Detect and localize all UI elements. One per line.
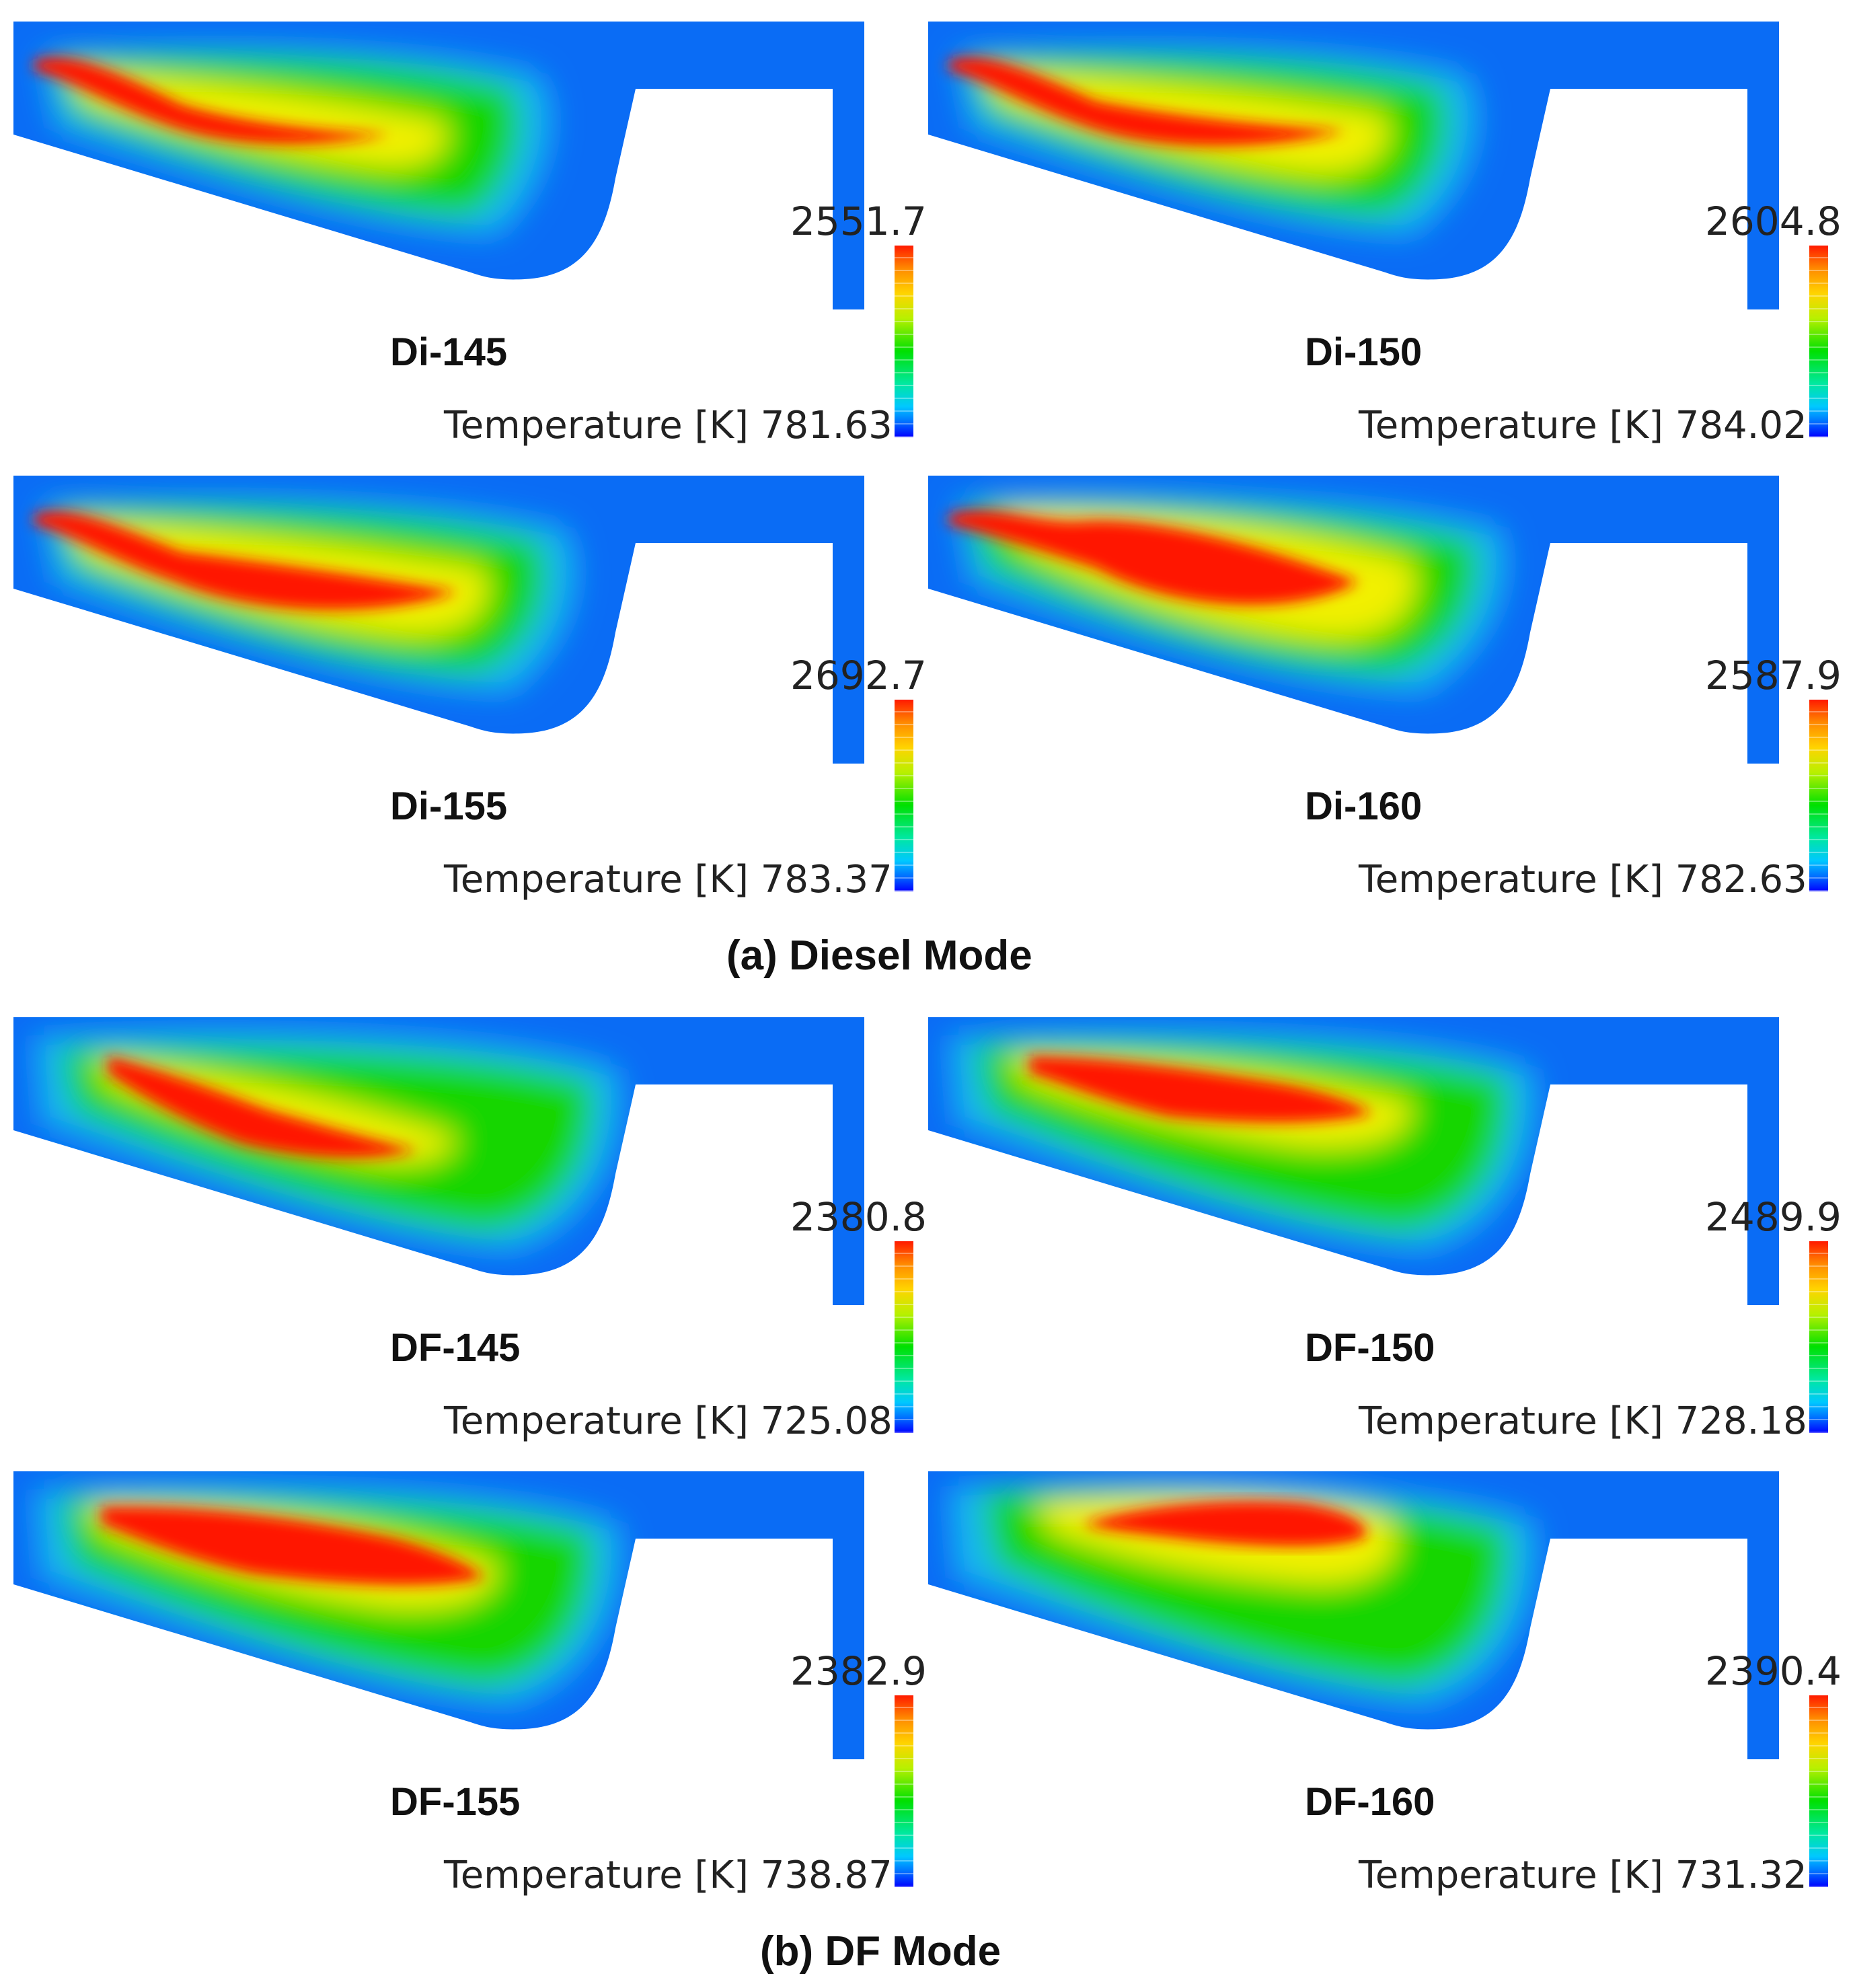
case-label: DF-155: [390, 1780, 521, 1824]
temperature-contour: [13, 1471, 864, 1759]
color-legend-bar: [1809, 700, 1828, 891]
color-legend-bar: [1809, 1241, 1828, 1433]
case-label: DF-160: [1305, 1780, 1435, 1824]
legend-max-value: 2587.9: [1705, 653, 1842, 698]
case-label: Di-145: [390, 330, 508, 374]
panel-df-145: 2380.8 DF-145 Temperature [K] 725.08: [13, 1009, 928, 1446]
legend-min-value: 728.18: [1675, 1399, 1807, 1443]
legend-min-value: 781.63: [760, 404, 893, 447]
section-title-df-mode: (b) DF Mode: [760, 1928, 1001, 1975]
legend-variable: Temperature [K]: [444, 1853, 749, 1897]
panel-df-160: 2390.4 DF-160 Temperature [K] 731.32: [928, 1463, 1843, 1901]
legend-min-value: 731.32: [1675, 1853, 1807, 1897]
legend-min-value: 725.08: [760, 1399, 893, 1443]
legend-max-value: 2692.7: [790, 653, 927, 698]
case-label: DF-145: [390, 1326, 521, 1370]
legend-max-value: 2382.9: [790, 1648, 927, 1694]
panel-df-150: 2489.9 DF-150 Temperature [K] 728.18: [928, 1009, 1843, 1446]
legend-variable: Temperature [K]: [444, 1399, 749, 1443]
legend-max-value: 2380.8: [790, 1194, 927, 1240]
panel-di-155: 2692.7 Di-155 Temperature [K] 783.37: [13, 468, 928, 905]
legend-max-value: 2390.4: [1705, 1648, 1842, 1694]
temperature-contour: [928, 1471, 1779, 1759]
legend-max-value: 2551.7: [790, 198, 927, 244]
color-legend-bar: [895, 1241, 913, 1433]
color-legend-bar: [895, 700, 913, 891]
temperature-contour: [13, 22, 864, 309]
legend-min-value: 783.37: [760, 858, 893, 901]
legend-variable: Temperature [K]: [1359, 858, 1663, 901]
legend-max-value: 2489.9: [1705, 1194, 1842, 1240]
temperature-contour: [13, 476, 864, 764]
case-label: Di-150: [1305, 330, 1423, 374]
legend-max-value: 2604.8: [1705, 198, 1842, 244]
case-label: Di-160: [1305, 784, 1423, 828]
panel-di-160: 2587.9 Di-160 Temperature [K] 782.63: [928, 468, 1843, 905]
legend-variable: Temperature [K]: [1359, 404, 1663, 447]
color-legend-bar: [895, 1695, 913, 1887]
section-title-diesel-mode: (a) Diesel Mode: [726, 932, 1032, 979]
temperature-contour: [928, 22, 1779, 309]
legend-min-value: 784.02: [1675, 404, 1807, 447]
legend-variable: Temperature [K]: [1359, 1399, 1663, 1443]
temperature-contour: [13, 1017, 864, 1305]
legend-min-value: 782.63: [1675, 858, 1807, 901]
temperature-contour: [928, 1017, 1779, 1305]
legend-variable: Temperature [K]: [1359, 1853, 1663, 1897]
color-legend-bar: [1809, 246, 1828, 437]
panel-di-150: 2604.8 Di-150 Temperature [K] 784.02: [928, 13, 1843, 451]
panel-di-145: 2551.7 Di-145 Temperature [K] 781.63: [13, 13, 928, 451]
legend-variable: Temperature [K]: [444, 404, 749, 447]
panel-df-155: 2382.9 DF-155 Temperature [K] 738.87: [13, 1463, 928, 1901]
temperature-contour: [928, 476, 1779, 764]
color-legend-bar: [1809, 1695, 1828, 1887]
legend-variable: Temperature [K]: [444, 858, 749, 901]
legend-min-value: 738.87: [760, 1853, 893, 1897]
case-label: Di-155: [390, 784, 508, 828]
case-label: DF-150: [1305, 1326, 1435, 1370]
color-legend-bar: [895, 246, 913, 437]
